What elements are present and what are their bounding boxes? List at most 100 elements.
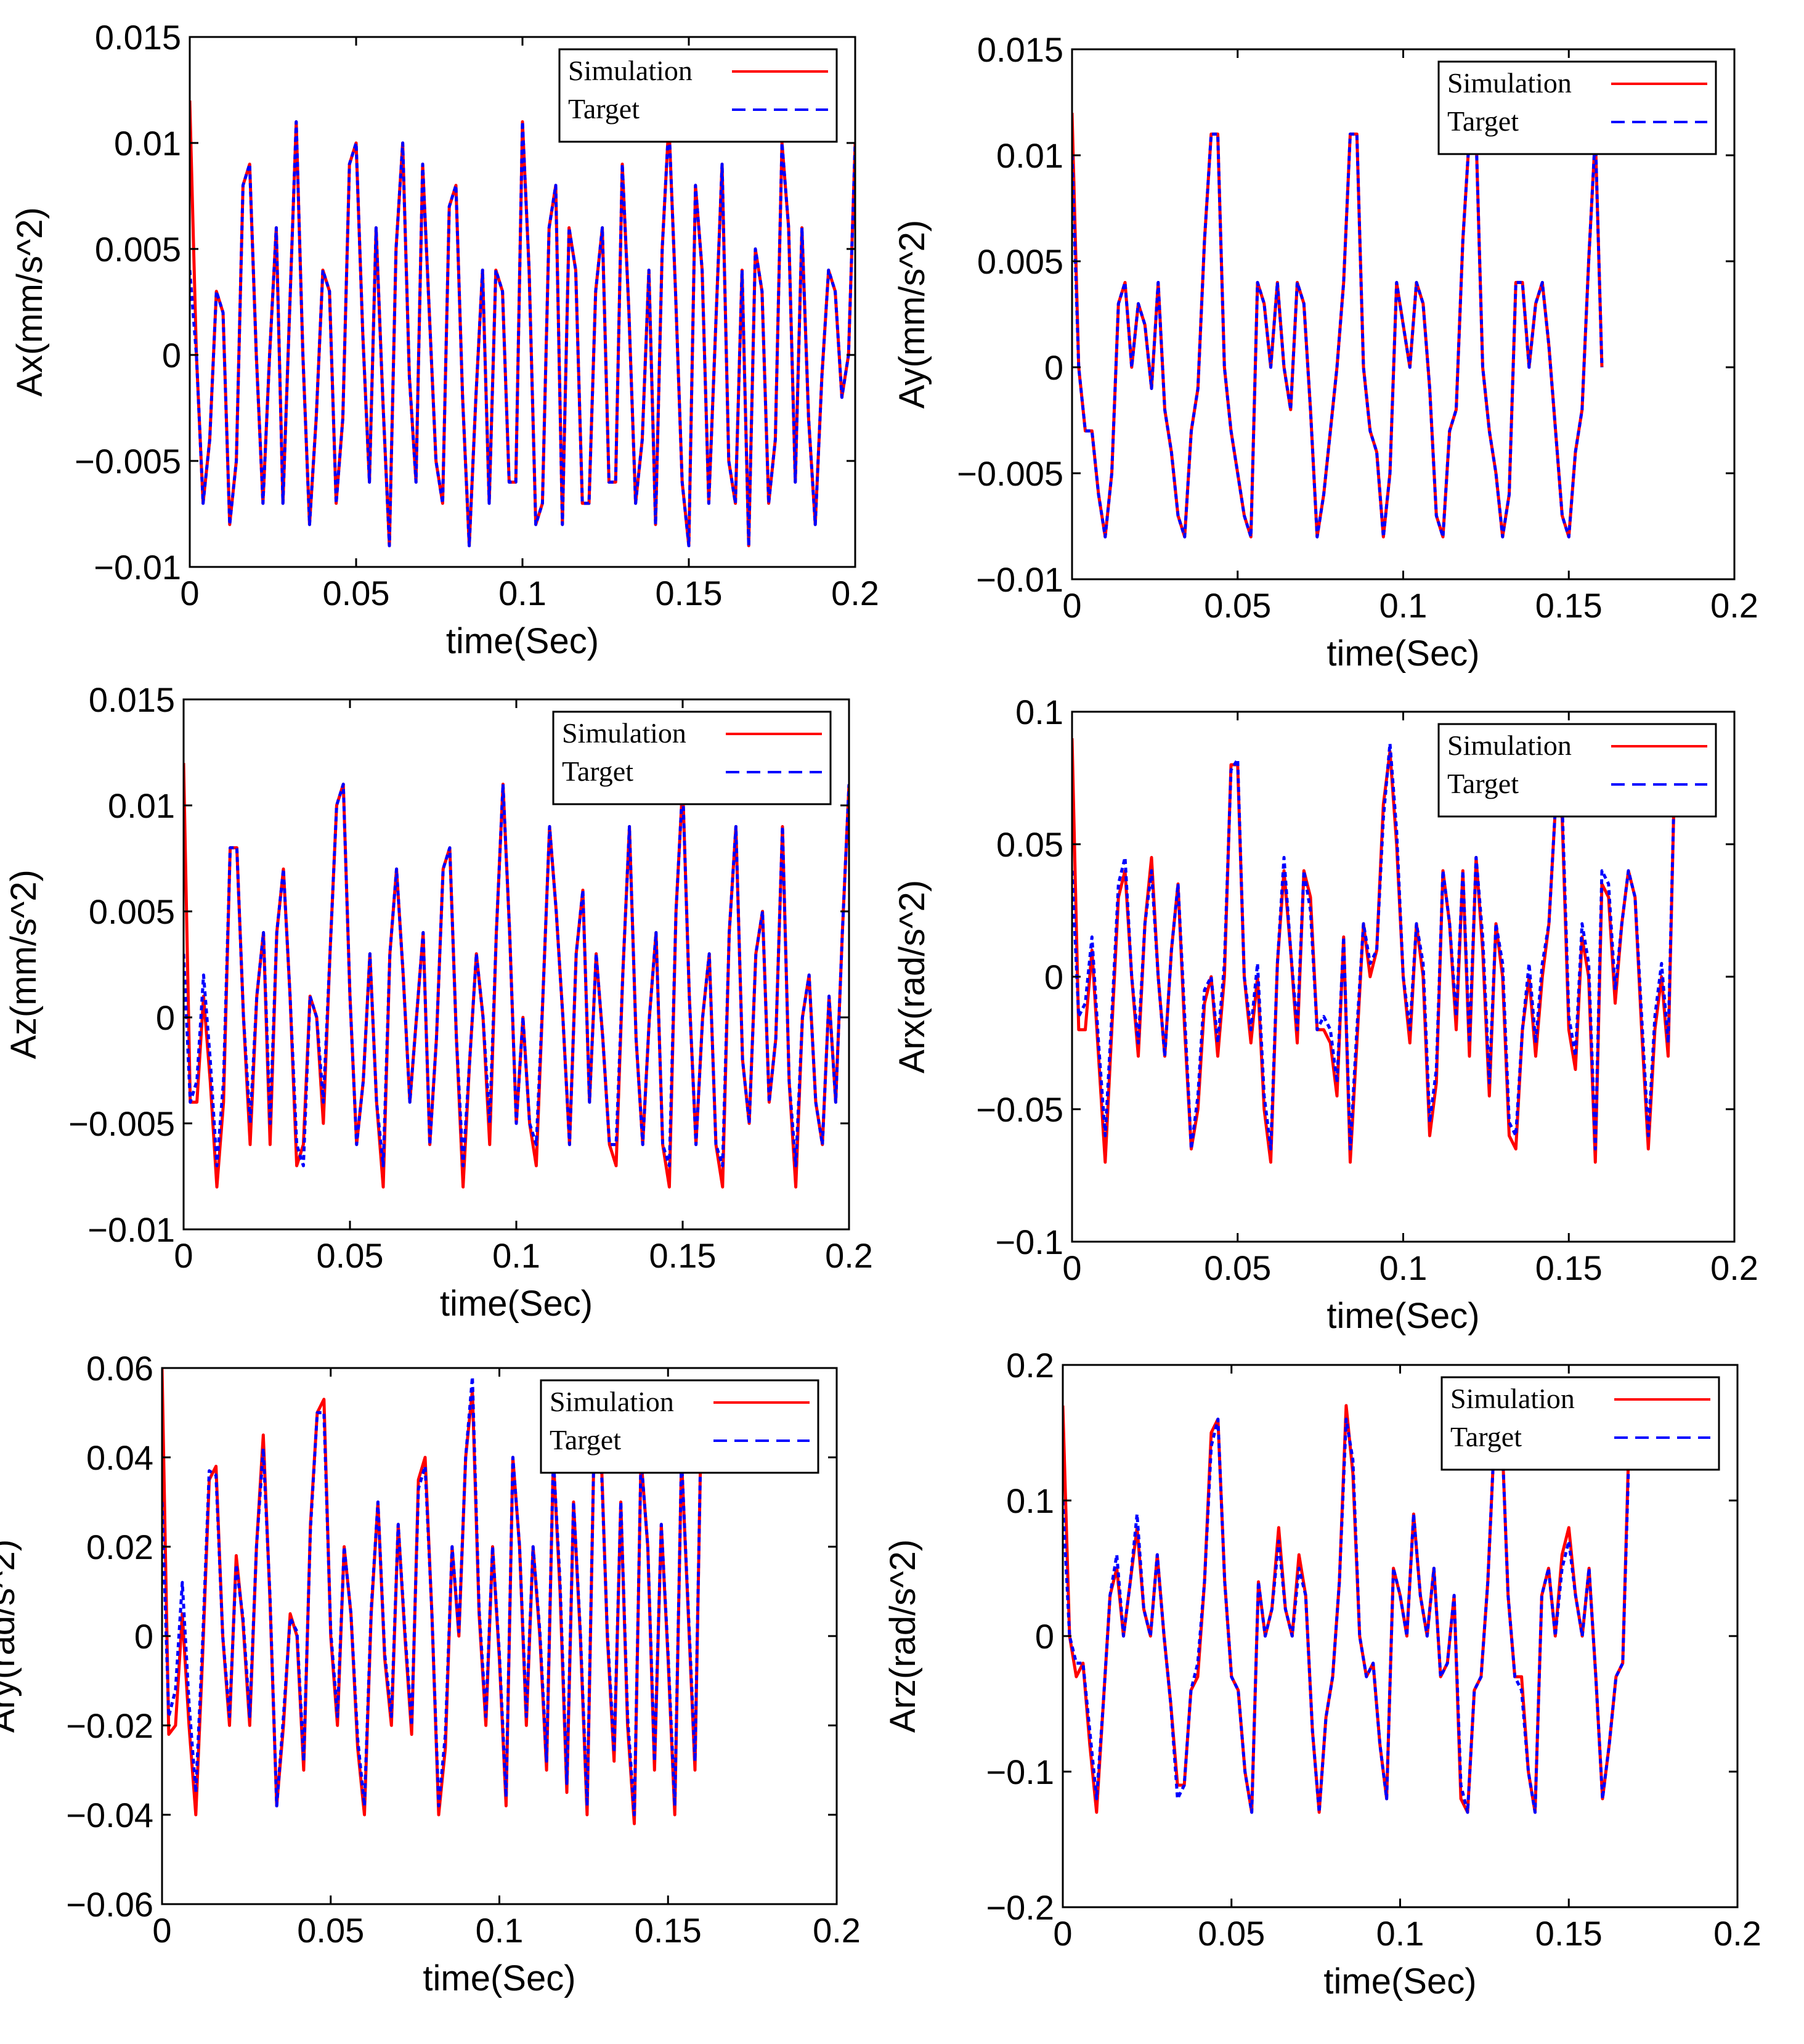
legend-label-target: Target: [1447, 768, 1519, 799]
y-tick-label: 0: [156, 998, 175, 1037]
x-tick-label: 0: [180, 574, 199, 613]
x-tick-label: 0.05: [317, 1236, 384, 1275]
legend-label-simulation: Simulation: [1450, 1383, 1575, 1414]
x-tick-label: 0.2: [1710, 586, 1758, 625]
x-tick-label: 0.1: [498, 574, 546, 613]
x-tick-label: 0: [1062, 1248, 1081, 1287]
y-tick-label: −0.1: [995, 1223, 1063, 1261]
chart-panel-6: 0 0.05 0.1 0.15 0.2 −0.2 −0.1 0 0.1 0.2 time(Sec) A…: [883, 1346, 1761, 2001]
legend-label-simulation: Simulation: [568, 55, 693, 86]
x-tick-label: 0.15: [1535, 586, 1603, 625]
x-axis-label: time(Sec): [1327, 1296, 1479, 1336]
y-tick-label: 0: [162, 336, 181, 375]
y-axis-label: Ary(rad/s^2): [0, 1539, 22, 1733]
x-tick-label: 0.2: [1713, 1914, 1761, 1953]
legend: Simulation Target: [558, 48, 838, 143]
x-tick-label: 0.2: [813, 1911, 861, 1950]
chart-panel-5: 0 0.05 0.1 0.15 0.2 −0.06 −0.04 −0.02 0 0.02 0.04 0…: [0, 1349, 861, 1998]
y-tick-label: −0.04: [66, 1796, 153, 1834]
y-axis-label: Az(mm/s^2): [4, 869, 44, 1059]
x-tick-label: 0: [1053, 1914, 1072, 1953]
x-tick-label: 0.1: [1379, 1248, 1428, 1287]
y-tick-label: 0: [1044, 958, 1063, 996]
y-tick-label: 0.1: [1006, 1481, 1054, 1520]
x-tick-label: 0: [174, 1236, 193, 1275]
legend-label-simulation: Simulation: [1447, 67, 1572, 99]
x-tick-label: 0: [1062, 586, 1081, 625]
legend-label-target: Target: [1450, 1421, 1522, 1452]
legend-label-simulation: Simulation: [1447, 730, 1572, 761]
x-axis-label: time(Sec): [1323, 1961, 1476, 2001]
x-tick-label: 0: [152, 1911, 171, 1950]
legend: Simulation Target: [1437, 723, 1717, 818]
y-tick-label: 0.01: [996, 136, 1063, 175]
x-axis-label: time(Sec): [1327, 633, 1479, 674]
x-tick-label: 0.05: [1204, 1248, 1271, 1287]
x-tick-label: 0.15: [649, 1236, 717, 1275]
y-axis-label: Ax(mm/s^2): [10, 207, 50, 397]
x-axis-label: time(Sec): [446, 621, 599, 661]
x-tick-label: 0.05: [323, 574, 390, 613]
x-tick-label: 0.1: [476, 1911, 524, 1950]
y-tick-label: −0.05: [976, 1090, 1063, 1129]
x-tick-label: 0.2: [825, 1236, 873, 1275]
y-tick-label: 0.1: [1015, 693, 1063, 731]
x-tick-label: 0.05: [1204, 586, 1271, 625]
legend-box: [1440, 1376, 1720, 1471]
y-axis-label: Arz(rad/s^2): [883, 1539, 923, 1733]
legend-label-target: Target: [562, 755, 633, 787]
y-tick-label: −0.01: [87, 1210, 175, 1249]
y-tick-label: 0.01: [114, 124, 181, 163]
y-axis-label: Arx(rad/s^2): [892, 880, 932, 1073]
chart-panel-1: 0 0.05 0.1 0.15 0.2 −0.01 −0.005 0 0.005 0.01 0.01…: [10, 18, 879, 661]
x-axis-label: time(Sec): [423, 1958, 575, 1998]
y-tick-label: 0: [1044, 348, 1063, 387]
y-tick-label: 0.2: [1006, 1346, 1054, 1385]
y-tick-label: −0.01: [976, 560, 1063, 599]
y-tick-label: −0.005: [75, 442, 181, 481]
y-tick-label: −0.1: [986, 1753, 1054, 1791]
legend-label-simulation: Simulation: [562, 717, 686, 749]
legend-label-target: Target: [550, 1424, 621, 1456]
series-line-target: [1072, 742, 1676, 1150]
series-line-target: [184, 783, 849, 1168]
x-tick-label: 0.2: [1710, 1248, 1758, 1287]
x-tick-label: 0.2: [831, 574, 879, 613]
y-tick-label: 0.005: [89, 892, 175, 931]
legend-box: [1437, 723, 1717, 818]
x-tick-label: 0.1: [1376, 1914, 1424, 1953]
x-tick-label: 0.15: [1535, 1248, 1603, 1287]
y-tick-label: −0.06: [66, 1885, 153, 1924]
x-tick-label: 0.05: [297, 1911, 364, 1950]
x-tick-label: 0.1: [1379, 586, 1428, 625]
y-tick-label: 0: [134, 1617, 153, 1656]
legend-box: [552, 711, 832, 805]
y-axis-label: Ay(mm/s^2): [892, 220, 932, 409]
x-tick-label: 0.05: [1198, 1914, 1265, 1953]
series-line-target: [162, 1375, 704, 1817]
y-tick-label: −0.005: [957, 454, 1063, 493]
y-tick-label: 0.015: [95, 18, 181, 57]
series-line-target: [1063, 1417, 1631, 1814]
y-tick-label: 0.06: [86, 1349, 153, 1388]
y-tick-label: −0.01: [94, 548, 181, 587]
legend-box: [540, 1379, 819, 1474]
legend: Simulation Target: [1440, 1376, 1720, 1471]
x-tick-label: 0.15: [635, 1911, 702, 1950]
y-tick-label: 0.015: [89, 680, 175, 719]
y-tick-label: 0.04: [86, 1438, 153, 1477]
y-tick-label: 0: [1035, 1617, 1054, 1656]
chart-panel-3: 0 0.05 0.1 0.15 0.2 −0.01 −0.005 0 0.005 0.01 0.01…: [4, 680, 873, 1324]
y-tick-label: 0.01: [108, 786, 175, 825]
y-tick-label: 0.005: [95, 230, 181, 269]
y-tick-label: 0.02: [86, 1528, 153, 1566]
y-tick-label: −0.2: [986, 1888, 1054, 1927]
y-tick-label: 0.05: [996, 825, 1063, 864]
legend: Simulation Target: [1437, 60, 1717, 155]
x-tick-label: 0.15: [1535, 1914, 1603, 1953]
legend: Simulation Target: [552, 711, 832, 805]
legend-box: [558, 48, 838, 143]
chart-panel-2: 0 0.05 0.1 0.15 0.2 −0.01 −0.005 0 0.005 0.01 0.01…: [892, 30, 1758, 674]
series-line-target: [190, 120, 855, 548]
